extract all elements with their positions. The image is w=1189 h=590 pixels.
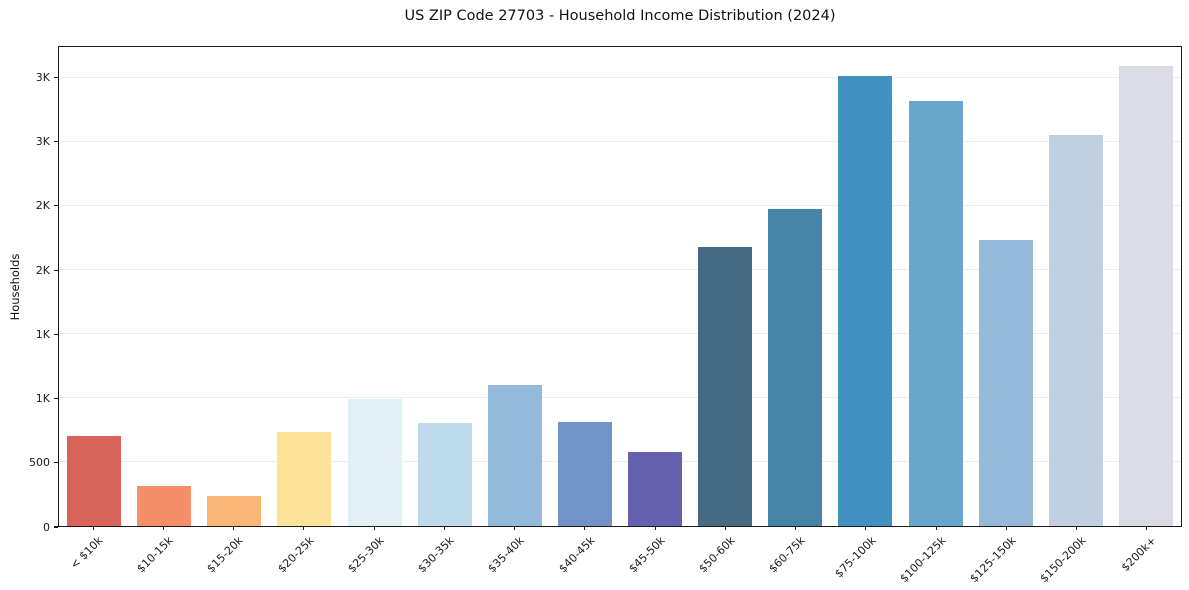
bar-slot [901,47,971,526]
gridline [59,461,1181,463]
bar-slot [760,47,830,526]
x-tick-label: $10-15k [134,534,176,576]
bar [838,76,893,526]
bar-slot [620,47,690,526]
x-tick-mark [1005,526,1007,530]
bar-slot [340,47,410,526]
x-tick-label: $100-125k [897,534,949,586]
bar-slot [1041,47,1111,526]
x-tick-mark [865,526,867,530]
x-tick-label: $45-50k [626,534,668,576]
x-tick-label: $75-100k [831,534,879,581]
y-tick-label: 1K [35,392,50,406]
bar-slot [199,47,269,526]
x-tick-mark [373,526,375,530]
y-tick-label: 1K [35,327,50,341]
y-tick-label: 2K [35,263,50,277]
x-tick-label: $40-45k [555,534,598,576]
x-tick-mark [92,526,94,530]
x-tick-mark [303,526,305,530]
y-tick-mark [54,76,58,79]
y-tick-mark [54,397,58,400]
gridline [59,205,1181,207]
x-tick-mark [724,526,726,530]
gridline [59,269,1181,271]
gridline [59,141,1181,143]
bar [628,452,683,526]
x-tick-label: $200k+ [1119,534,1160,575]
bar-slot [1111,47,1181,526]
bar-slot [830,47,900,526]
bar [277,432,332,526]
x-tick-mark [514,526,516,530]
bar-slot [269,47,339,526]
gridline [59,77,1181,79]
bar [417,423,472,526]
plot-area [58,46,1182,527]
bar-slot [410,47,480,526]
x-tick-mark [443,526,445,530]
x-tick-mark [654,526,656,530]
bar-slot [480,47,550,526]
bar [67,436,122,526]
bar-slot [129,47,199,526]
x-tick-label: $20-25k [274,534,317,576]
x-tick-mark [795,526,797,530]
bar [768,208,823,526]
bar [698,246,753,526]
x-tick-label: < $10k [67,534,106,572]
x-tick-label: $25-30k [345,534,387,576]
y-tick-label: 3K [35,135,50,149]
chart-title: US ZIP Code 27703 - Household Income Dis… [404,8,836,24]
bar-slot [550,47,620,526]
x-tick-mark [1146,526,1148,530]
bar [978,239,1033,526]
y-tick-label: 0 [43,520,50,534]
x-tick-label: $60-75k [766,534,808,576]
y-tick-label: 3K [35,70,50,84]
y-tick-label: 500 [29,456,50,470]
bar-slot [690,47,760,526]
y-tick-mark [54,141,58,143]
bar-slot [59,47,129,526]
x-tick-label: $15-20k [204,534,246,576]
x-tick-mark [162,526,164,530]
x-tick-label: $35-40k [485,534,527,576]
bar-slot [971,47,1041,526]
x-tick-label: $50-60k [696,534,738,576]
y-tick-mark [54,462,58,464]
x-tick-mark [584,526,586,530]
bar [1048,134,1103,526]
bar [137,486,192,526]
y-tick-mark [54,205,58,207]
x-tick-mark [233,526,235,530]
x-tick-mark [1076,526,1078,530]
y-tick-label: 2K [35,199,50,213]
bar [557,422,612,526]
y-tick-mark [54,269,58,271]
y-tick-mark [54,333,58,335]
x-tick-label: $30-35k [415,534,457,576]
x-tick-label: $125-150k [967,534,1019,586]
y-tick-mark [54,526,58,528]
bar [207,495,262,526]
bars [59,47,1181,526]
gridline [59,333,1181,335]
x-tick-label: $150-200k [1037,534,1089,586]
bar [487,385,542,526]
gridline [59,397,1181,399]
bar [908,101,963,526]
x-tick-mark [935,526,937,530]
bar [347,399,402,526]
bar [1118,65,1173,526]
